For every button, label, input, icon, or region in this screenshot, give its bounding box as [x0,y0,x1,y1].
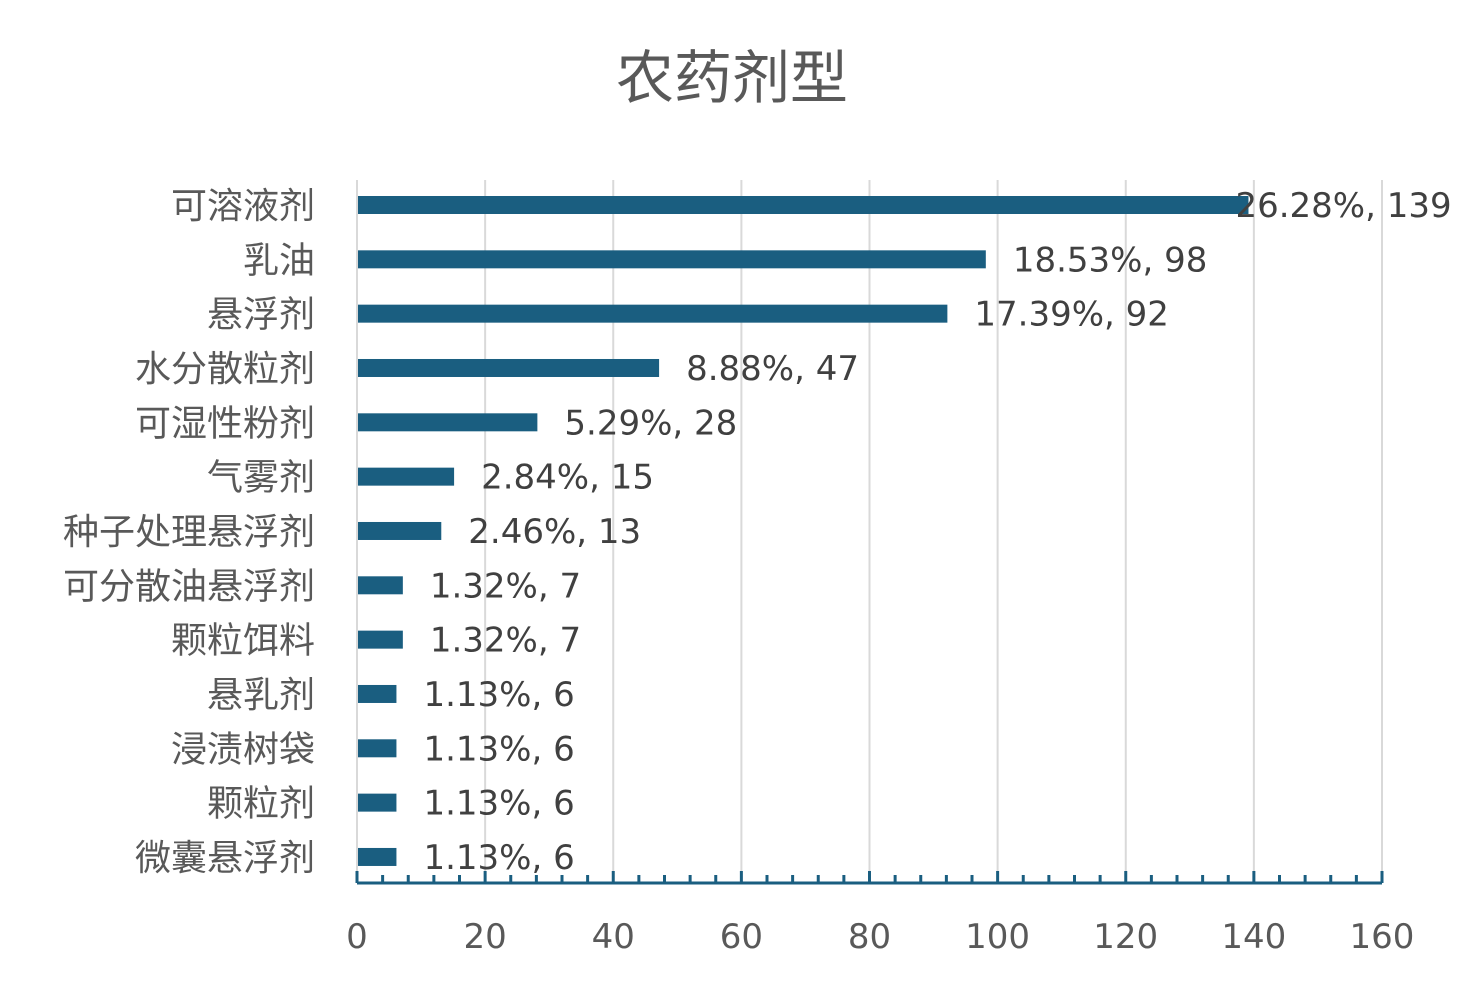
x-tick-label: 60 [720,917,763,957]
category-label: 微囊悬浮剂 [135,838,315,879]
bar [358,196,1249,214]
bar [358,304,948,323]
data-label: 1.32%, 7 [430,621,581,661]
data-label: 2.46%, 13 [468,512,641,552]
x-tick-label: 40 [592,917,635,957]
category-label: 颗粒饵料 [171,621,315,662]
category-label: 悬乳剂 [207,675,315,716]
data-label: 8.88%, 47 [686,349,859,389]
data-label: 26.28%, 139 [1235,186,1451,226]
x-tick-label: 140 [1221,917,1286,957]
x-tick-label: 20 [463,917,506,957]
bar [358,467,455,486]
bar [358,250,986,269]
x-tick-label: 120 [1093,917,1158,957]
bar [358,630,403,649]
data-label: 2.84%, 15 [481,458,654,498]
category-label: 悬浮剂 [207,295,315,336]
data-label: 1.13%, 6 [423,838,574,878]
data-label: 17.39%, 92 [974,295,1169,335]
bar [358,847,397,866]
data-label: 1.13%, 6 [423,784,574,824]
category-label: 种子处理悬浮剂 [63,512,315,553]
data-label: 18.53%, 98 [1013,240,1208,280]
x-tick-label: 100 [965,917,1030,957]
chart-title: 农药剂型 [616,44,848,112]
x-tick-label: 80 [848,917,891,957]
data-label: 1.13%, 6 [423,675,574,715]
category-label: 颗粒剂 [207,784,315,825]
bar [358,684,397,703]
bar [358,793,397,812]
category-label: 浸渍树袋 [171,729,315,770]
category-label: 气雾剂 [207,458,315,499]
bar [358,521,442,540]
data-label: 5.29%, 28 [564,403,737,443]
bar [358,576,403,595]
category-label: 可溶液剂 [171,186,315,227]
x-tick-label: 0 [346,917,368,957]
data-label: 1.13%, 6 [423,729,574,769]
data-label: 1.32%, 7 [430,566,581,606]
category-label: 可湿性粉剂 [135,403,315,444]
category-label: 乳油 [243,240,315,281]
bar [358,739,397,758]
category-label: 水分散粒剂 [135,349,315,390]
bar [358,358,660,377]
category-label: 可分散油悬浮剂 [63,566,315,607]
x-tick-label: 160 [1350,917,1415,957]
bar [358,413,538,432]
